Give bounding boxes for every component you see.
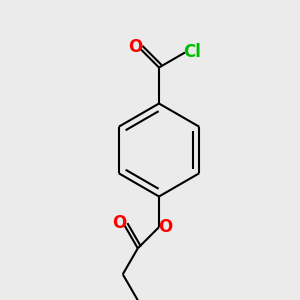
Text: O: O	[128, 38, 142, 56]
Text: O: O	[158, 218, 173, 236]
Text: Cl: Cl	[184, 43, 201, 61]
Text: O: O	[112, 214, 126, 232]
